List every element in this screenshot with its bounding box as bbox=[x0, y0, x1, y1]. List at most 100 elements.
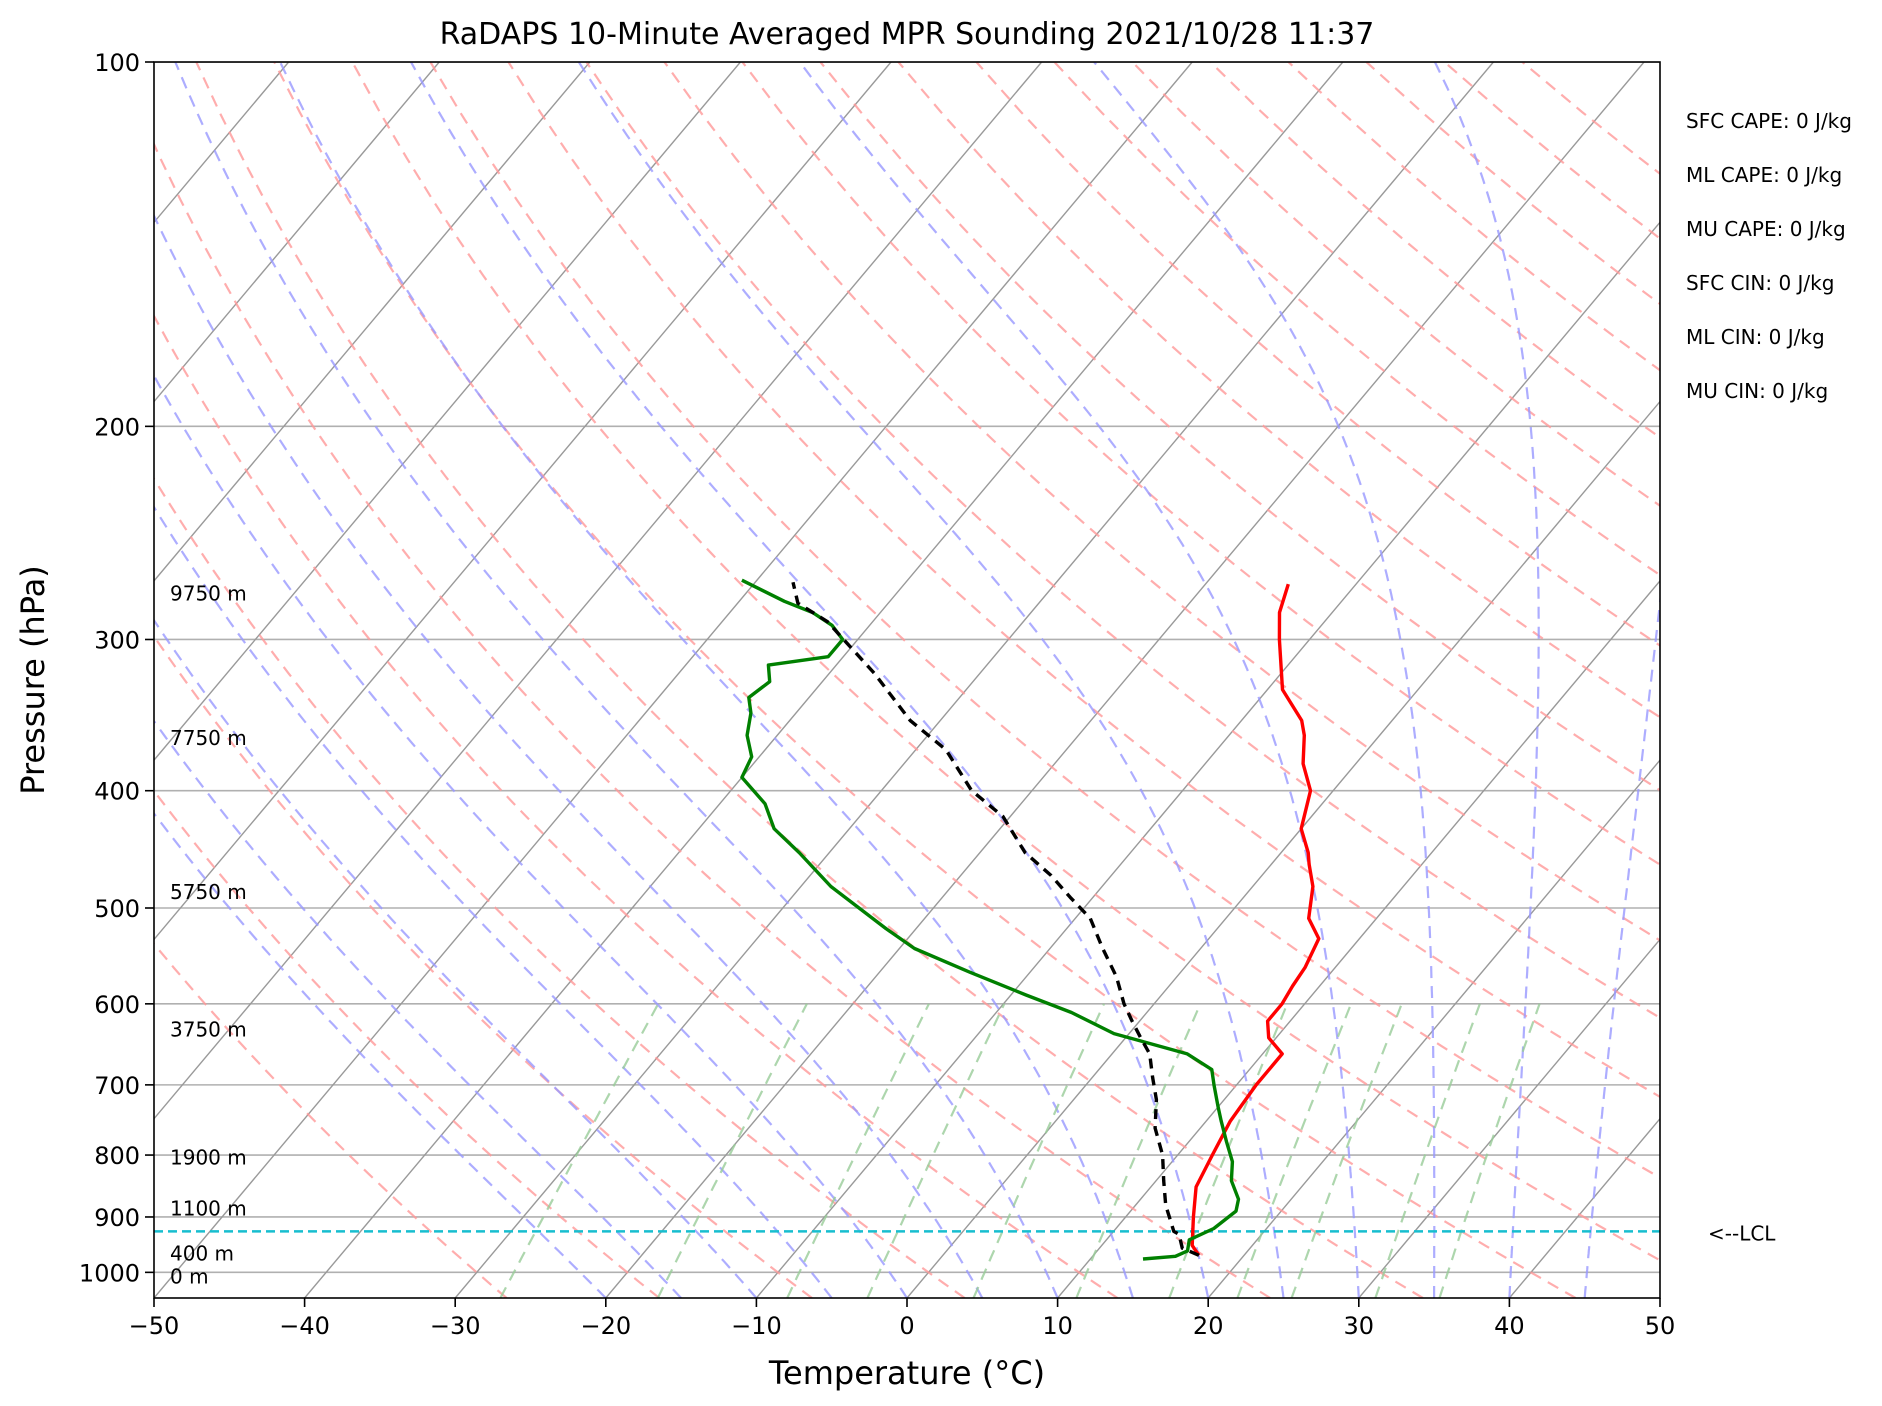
moist-adiabat bbox=[174, 62, 1059, 1298]
dry-adiabat bbox=[154, 476, 966, 1298]
x-tick-label: 40 bbox=[1494, 1312, 1525, 1340]
isotherm bbox=[1358, 938, 1660, 1298]
moist-adiabat bbox=[154, 213, 984, 1298]
height-label: 3750 m bbox=[170, 1017, 247, 1041]
x-tick-label: 50 bbox=[1645, 1312, 1676, 1340]
y-axis-label: Pressure (hPa) bbox=[14, 565, 52, 795]
mixing-ratio-line bbox=[972, 1003, 1105, 1298]
x-tick-label: −50 bbox=[129, 1312, 180, 1340]
y-tick-label: 300 bbox=[94, 626, 140, 654]
y-tick-label: 1000 bbox=[79, 1259, 140, 1287]
dry-adiabat bbox=[154, 313, 1119, 1298]
isotherm bbox=[1811, 62, 1882, 1298]
moist-adiabat bbox=[1433, 62, 1540, 1298]
dry-adiabat bbox=[1365, 62, 1660, 306]
stability-index: ML CIN: 0 J/kg bbox=[1686, 325, 1825, 349]
mixing-ratio-line bbox=[866, 1003, 1006, 1298]
stability-index: SFC CAPE: 0 J/kg bbox=[1686, 109, 1852, 133]
y-tick-label: 600 bbox=[94, 991, 140, 1019]
axes: −50 −40 −30 −20 −10 0 10 20 30 40 50 100 200 300 400 50… bbox=[79, 49, 1675, 1340]
dry-adiabat bbox=[1209, 62, 1660, 439]
isotherm bbox=[154, 62, 1193, 1298]
chart-title: RaDAPS 10-Minute Averaged MPR Sounding 2… bbox=[440, 17, 1375, 52]
x-tick-label: 0 bbox=[899, 1312, 914, 1340]
isotherm bbox=[154, 62, 741, 762]
isotherm bbox=[1508, 1117, 1660, 1298]
stability-index: ML CAPE: 0 J/kg bbox=[1686, 163, 1842, 187]
series-layer bbox=[154, 578, 1660, 1261]
stability-index: MU CAPE: 0 J/kg bbox=[1686, 217, 1846, 241]
isotherm bbox=[154, 62, 1043, 1120]
parcel-profile bbox=[791, 581, 1200, 1257]
dry-adiabat bbox=[819, 62, 1660, 792]
isotherm bbox=[154, 62, 440, 403]
dry-adiabat bbox=[429, 62, 1660, 1179]
dry-adiabat bbox=[154, 789, 660, 1298]
isotherm bbox=[454, 62, 1494, 1298]
x-tick-label: 20 bbox=[1193, 1312, 1224, 1340]
y-tick-label: 100 bbox=[94, 49, 140, 77]
isotherm bbox=[906, 400, 1660, 1298]
moist-adiabat bbox=[154, 373, 908, 1298]
isotherm bbox=[1057, 579, 1660, 1298]
x-tick-label: −30 bbox=[430, 1312, 481, 1340]
moist-adiabat bbox=[577, 62, 1285, 1298]
dry-adiabat bbox=[585, 62, 1660, 1020]
stability-index: SFC CIN: 0 J/kg bbox=[1686, 271, 1834, 295]
dry-adiabat bbox=[154, 634, 813, 1298]
dry-adiabat bbox=[273, 62, 1577, 1298]
moist-adiabat bbox=[798, 62, 1360, 1298]
y-tick-label: 400 bbox=[94, 778, 140, 806]
height-label: 1100 m bbox=[170, 1197, 247, 1221]
moist-adiabat bbox=[154, 811, 607, 1298]
moist-adiabat bbox=[279, 62, 1134, 1298]
isotherm bbox=[1207, 759, 1660, 1298]
dry-adiabat bbox=[154, 141, 1271, 1298]
dry-adiabat bbox=[663, 62, 1660, 942]
moist-adiabat bbox=[1583, 592, 1660, 1298]
dry-adiabat bbox=[897, 62, 1660, 719]
isotherm bbox=[154, 62, 591, 582]
dry-adiabat bbox=[1443, 62, 1660, 240]
moist-adiabat bbox=[1093, 62, 1436, 1298]
height-label: 400 m bbox=[170, 1242, 234, 1266]
temperature-profile bbox=[1190, 583, 1321, 1257]
y-tick-label: 200 bbox=[94, 413, 140, 441]
moist-adiabat bbox=[410, 62, 1210, 1298]
height-label: 1900 m bbox=[170, 1146, 247, 1170]
height-label: 5750 m bbox=[170, 880, 247, 904]
y-tick-label: 500 bbox=[94, 895, 140, 923]
x-tick-label: −40 bbox=[279, 1312, 330, 1340]
mixing-ratio-line bbox=[786, 1003, 930, 1298]
mixing-ratio-line bbox=[1438, 1003, 1541, 1298]
dry-adiabat bbox=[1131, 62, 1660, 508]
height-label: 0 m bbox=[170, 1265, 209, 1289]
x-tick-label: −20 bbox=[580, 1312, 631, 1340]
isotherm bbox=[1659, 1296, 1660, 1298]
mixing-ratio-line bbox=[656, 1003, 808, 1298]
height-label: 9750 m bbox=[170, 582, 247, 606]
dry-adiabat bbox=[507, 62, 1660, 1099]
dry-adiabat bbox=[195, 62, 1424, 1298]
moist-adiabat bbox=[154, 505, 833, 1298]
y-tick-label: 900 bbox=[94, 1204, 140, 1232]
dry-adiabat bbox=[975, 62, 1660, 647]
stability-index: MU CIN: 0 J/kg bbox=[1686, 379, 1828, 403]
dry-adiabat bbox=[351, 62, 1660, 1262]
isotherm bbox=[755, 221, 1660, 1298]
annotations: 9750 m 7750 m 5750 m 3750 m 1900 m 1100 m 400 … bbox=[170, 109, 1852, 1289]
lcl-label: <--LCL bbox=[1708, 1221, 1776, 1245]
mixing-ratio-line bbox=[1168, 1003, 1289, 1298]
dry-adiabat bbox=[741, 62, 1660, 866]
moist-adiabat bbox=[154, 719, 682, 1298]
x-tick-label: 10 bbox=[1042, 1312, 1073, 1340]
isotherm bbox=[154, 62, 892, 941]
mixing-ratio-line bbox=[1236, 1003, 1353, 1298]
isotherm bbox=[605, 62, 1645, 1298]
x-tick-label: 30 bbox=[1344, 1312, 1375, 1340]
y-tick-label: 700 bbox=[94, 1072, 140, 1100]
dry-adiabat bbox=[1053, 62, 1660, 577]
background-lines bbox=[154, 62, 1882, 1298]
